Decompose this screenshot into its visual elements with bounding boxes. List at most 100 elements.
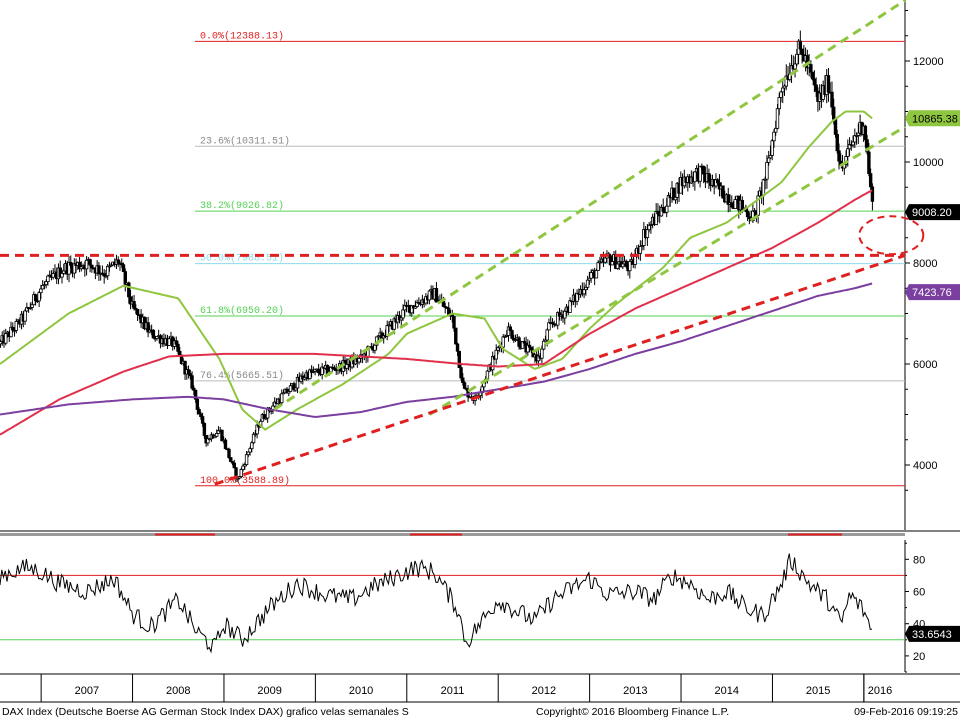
footer-bar: DAX Index (Deutsche Boerse AG German Sto… — [2, 706, 958, 718]
rsi-badge-bg — [905, 625, 960, 642]
candle-body — [227, 448, 231, 458]
candle-body — [192, 387, 196, 391]
footer-copyright: Copyright© 2016 Bloomberg Finance L.P. — [536, 706, 729, 718]
candle — [30, 301, 34, 311]
candle — [295, 374, 300, 394]
candle-body — [624, 260, 628, 267]
candle-body — [288, 385, 293, 392]
candle-body — [766, 157, 771, 163]
candle — [594, 268, 599, 279]
candle-body — [775, 108, 780, 129]
candle-body — [582, 289, 586, 295]
candle-body — [239, 469, 243, 477]
candle-body — [832, 106, 836, 120]
candle-body — [779, 91, 783, 98]
candle — [202, 422, 207, 439]
candle-body — [510, 330, 514, 339]
candle — [251, 431, 256, 445]
candle-body — [33, 294, 38, 302]
candle-body — [596, 262, 600, 271]
candle-body — [197, 409, 201, 415]
candle-body — [459, 367, 463, 379]
candle-body — [837, 150, 841, 162]
candle — [798, 30, 803, 54]
x-axis-year-label: 2008 — [166, 685, 190, 697]
rsi-tick-label: 80 — [913, 554, 925, 566]
candle-body — [434, 288, 439, 303]
candle — [508, 324, 512, 331]
candle-body — [190, 375, 194, 389]
candle-body — [51, 273, 55, 278]
candle-body — [97, 265, 101, 274]
candle-body — [547, 322, 551, 331]
candle — [672, 187, 676, 201]
price-badge-label: 9008.20 — [912, 207, 952, 219]
price-tick-label: 8000 — [913, 258, 937, 270]
candle-body — [195, 398, 200, 410]
candle-body — [4, 333, 8, 344]
candle-body — [39, 288, 43, 294]
candle-body — [721, 185, 725, 199]
candle-body — [135, 309, 140, 316]
candle — [127, 281, 131, 304]
candle — [540, 345, 544, 365]
candle — [239, 467, 243, 479]
candle-body — [167, 338, 171, 346]
candle-body — [603, 257, 607, 263]
candle-body — [527, 344, 532, 348]
candle-body — [292, 383, 296, 391]
candle-body — [248, 448, 252, 453]
candle-body — [633, 255, 637, 265]
candle — [434, 281, 439, 303]
candle-body — [698, 165, 702, 182]
price-tick-label: 12000 — [913, 56, 944, 68]
rsi-line — [0, 553, 873, 654]
candle-body — [765, 162, 769, 180]
candle-body — [373, 344, 377, 351]
candle-body — [11, 326, 15, 331]
candle-body — [60, 272, 64, 278]
candle — [490, 351, 495, 376]
candle — [244, 451, 249, 467]
candle-body — [37, 292, 41, 302]
candle-body — [357, 357, 361, 363]
footer-description: DAX Index (Deutsche Boerse AG German Sto… — [2, 706, 409, 718]
candle-body — [244, 454, 249, 465]
candle — [287, 388, 291, 397]
fib-level-label: 100.0%(3588.89) — [200, 475, 290, 487]
candle — [645, 223, 650, 246]
trendline-channel-lower — [428, 125, 906, 416]
candle-body — [232, 462, 236, 469]
candle-body — [568, 300, 572, 313]
candle-body — [812, 78, 817, 86]
candle-body — [14, 320, 18, 331]
price-badge-label: 10865.38 — [912, 113, 958, 125]
candle-body — [223, 439, 228, 450]
candle-body — [457, 350, 461, 369]
candle-body — [214, 433, 219, 437]
candle-body — [345, 364, 349, 369]
x-axis-year-label: 2011 — [441, 685, 465, 697]
fib-level-label: 0.0%(12388.13) — [200, 30, 284, 42]
candle — [459, 364, 463, 381]
candle — [863, 124, 868, 148]
candle-body — [121, 264, 126, 272]
candle-body — [508, 326, 512, 331]
x-axis-year-label: 2015 — [806, 685, 830, 697]
trendline-support-red — [214, 254, 906, 486]
candle — [772, 129, 776, 148]
candle-body — [784, 75, 788, 87]
candle — [206, 434, 210, 446]
candle-body — [127, 282, 131, 298]
candle-body — [745, 210, 750, 218]
candle-body — [490, 355, 495, 371]
candle — [547, 318, 551, 331]
candle — [4, 328, 8, 346]
candle — [454, 327, 458, 345]
candle-body — [693, 171, 697, 183]
candle — [415, 299, 419, 308]
candle — [123, 268, 127, 292]
price-badge-bg — [905, 204, 960, 221]
moving-average-ma_purple — [0, 282, 873, 418]
